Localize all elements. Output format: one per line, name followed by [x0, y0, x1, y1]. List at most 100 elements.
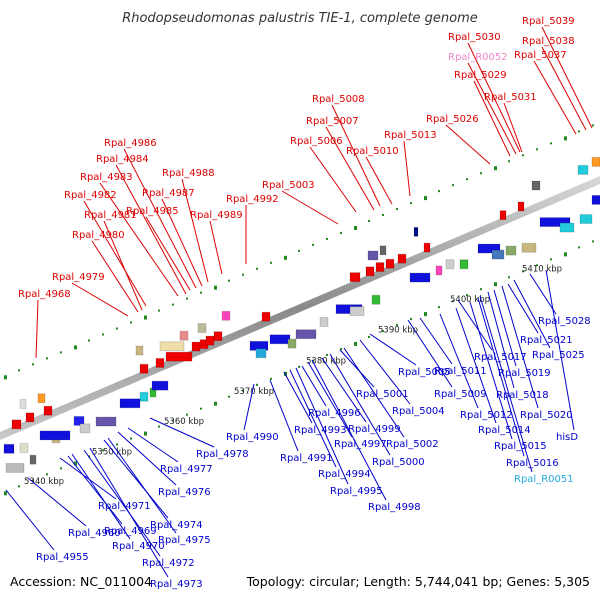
- gene-bottom[interactable]: [5, 462, 25, 473]
- gene-label-top[interactable]: Rpal_5003: [262, 180, 315, 191]
- gene-label-top[interactable]: Rpal_4984: [96, 154, 149, 165]
- gene-label-bottom[interactable]: Rpal_4994: [318, 469, 371, 480]
- gene-top[interactable]: [197, 323, 207, 334]
- gene-label-bottom[interactable]: Rpal_4973: [150, 579, 203, 590]
- gene-top[interactable]: [375, 262, 385, 273]
- gene-top[interactable]: [213, 331, 223, 342]
- gene-label-bottom[interactable]: Rpal_5004: [392, 406, 445, 417]
- gene-top[interactable]: [531, 180, 541, 191]
- gene-label-top[interactable]: Rpal_R0052: [448, 52, 508, 63]
- gene-bottom[interactable]: [73, 415, 85, 426]
- gene-label-bottom[interactable]: Rpal_5017: [474, 352, 527, 363]
- gene-label-top[interactable]: Rpal_5031: [484, 92, 537, 103]
- gene-label-top[interactable]: Rpal_5026: [426, 114, 479, 125]
- gene-label-top[interactable]: Rpal_5039: [522, 16, 575, 27]
- gene-top[interactable]: [577, 164, 589, 175]
- gene-label-top[interactable]: Rpal_5038: [522, 36, 575, 47]
- gene-label-bottom[interactable]: Rpal_5016: [506, 458, 559, 469]
- gene-label-bottom[interactable]: Rpal_4974: [150, 520, 203, 531]
- gene-label-top[interactable]: Rpal_4989: [190, 210, 243, 221]
- gene-label-bottom[interactable]: Rpal_R0051: [514, 474, 574, 485]
- gene-top[interactable]: [385, 258, 395, 269]
- gene-top[interactable]: [25, 412, 35, 423]
- gene-top[interactable]: [413, 226, 419, 237]
- gene-label-bottom[interactable]: Rpal_4976: [158, 487, 211, 498]
- gene-bottom[interactable]: [539, 217, 571, 228]
- gene-bottom[interactable]: [591, 194, 600, 205]
- gene-top[interactable]: [37, 393, 46, 404]
- gene-bottom[interactable]: [95, 416, 117, 427]
- gene-top[interactable]: [397, 253, 407, 264]
- gene-top[interactable]: [191, 341, 201, 352]
- gene-label-bottom[interactable]: Rpal_5021: [520, 335, 573, 346]
- gene-bottom[interactable]: [3, 443, 15, 454]
- gene-label-bottom[interactable]: Rpal_5014: [478, 425, 531, 436]
- gene-label-bottom[interactable]: Rpal_5001: [356, 389, 409, 400]
- gene-label-top[interactable]: Rpal_4983: [80, 172, 133, 183]
- gene-top[interactable]: [139, 363, 149, 374]
- gene-label-top[interactable]: Rpal_5007: [306, 116, 359, 127]
- gene-bottom[interactable]: [29, 454, 37, 465]
- gene-bottom[interactable]: [491, 249, 505, 260]
- gene-top[interactable]: [159, 341, 185, 352]
- gene-label-top[interactable]: Rpal_5029: [454, 70, 507, 81]
- gene-bottom[interactable]: [521, 242, 537, 253]
- gene-label-top[interactable]: Rpal_4985: [126, 206, 179, 217]
- gene-label-bottom[interactable]: Rpal_4960: [68, 528, 121, 539]
- gene-bottom[interactable]: [287, 338, 297, 349]
- gene-bottom[interactable]: [119, 398, 141, 409]
- gene-top[interactable]: [135, 345, 144, 356]
- gene-bottom[interactable]: [505, 245, 517, 256]
- gene-bottom[interactable]: [435, 265, 443, 276]
- gene-label-top[interactable]: Rpal_5030: [448, 32, 501, 43]
- gene-top[interactable]: [155, 357, 165, 368]
- gene-label-bottom[interactable]: Rpal_5002: [386, 439, 439, 450]
- gene-bottom[interactable]: [269, 334, 291, 345]
- gene-label-bottom[interactable]: Rpal_5025: [532, 350, 585, 361]
- gene-top[interactable]: [179, 330, 189, 341]
- gene-top[interactable]: [423, 242, 431, 253]
- gene-bottom[interactable]: [151, 380, 169, 391]
- gene-bottom[interactable]: [477, 243, 501, 254]
- gene-label-top[interactable]: Rpal_4980: [72, 230, 125, 241]
- gene-label-bottom[interactable]: Rpal_5018: [496, 390, 549, 401]
- gene-label-bottom[interactable]: Rpal_5011: [434, 366, 487, 377]
- gene-top[interactable]: [517, 201, 525, 212]
- gene-label-top[interactable]: Rpal_4968: [18, 289, 71, 300]
- gene-label-bottom[interactable]: Rpal_4993: [294, 425, 347, 436]
- gene-bottom[interactable]: [139, 391, 149, 402]
- gene-label-bottom[interactable]: Rpal_5005: [398, 367, 451, 378]
- gene-top[interactable]: [367, 250, 379, 261]
- gene-top[interactable]: [591, 156, 600, 167]
- gene-bottom[interactable]: [19, 442, 29, 453]
- gene-bottom[interactable]: [295, 329, 317, 340]
- gene-label-top[interactable]: Rpal_4982: [64, 190, 117, 201]
- gene-top[interactable]: [349, 272, 361, 283]
- gene-label-bottom[interactable]: Rpal_4996: [308, 408, 361, 419]
- gene-label-bottom[interactable]: Rpal_5012: [460, 410, 513, 421]
- gene-bottom[interactable]: [255, 348, 267, 359]
- gene-label-bottom[interactable]: Rpal_4955: [36, 552, 89, 563]
- gene-label-bottom[interactable]: Rpal_4972: [142, 558, 195, 569]
- gene-top[interactable]: [221, 310, 231, 321]
- gene-label-bottom[interactable]: Rpal_5028: [538, 316, 591, 327]
- gene-label-bottom[interactable]: Rpal_5020: [520, 410, 573, 421]
- gene-label-bottom[interactable]: Rpal_4970: [112, 541, 165, 552]
- gene-label-bottom[interactable]: Rpal_5019: [498, 368, 551, 379]
- gene-label-top[interactable]: Rpal_4979: [52, 272, 105, 283]
- gene-bottom[interactable]: [445, 259, 455, 270]
- gene-label-top[interactable]: Rpal_4981: [84, 210, 137, 221]
- gene-label-top[interactable]: Rpal_5037: [514, 50, 567, 61]
- gene-bottom[interactable]: [79, 423, 91, 434]
- gene-top[interactable]: [499, 210, 507, 221]
- gene-top[interactable]: [11, 419, 22, 430]
- gene-top[interactable]: [165, 351, 193, 362]
- gene-label-bottom[interactable]: Rpal_4998: [368, 502, 421, 513]
- gene-top[interactable]: [43, 405, 53, 416]
- gene-label-bottom[interactable]: Rpal_4978: [196, 449, 249, 460]
- gene-label-top[interactable]: Rpal_5010: [346, 146, 399, 157]
- gene-label-bottom[interactable]: Rpal_5009: [434, 389, 487, 400]
- gene-label-bottom[interactable]: Rpal_5000: [372, 457, 425, 468]
- gene-label-bottom[interactable]: Rpal_4971: [98, 501, 151, 512]
- gene-label-bottom[interactable]: Rpal_5015: [494, 441, 547, 452]
